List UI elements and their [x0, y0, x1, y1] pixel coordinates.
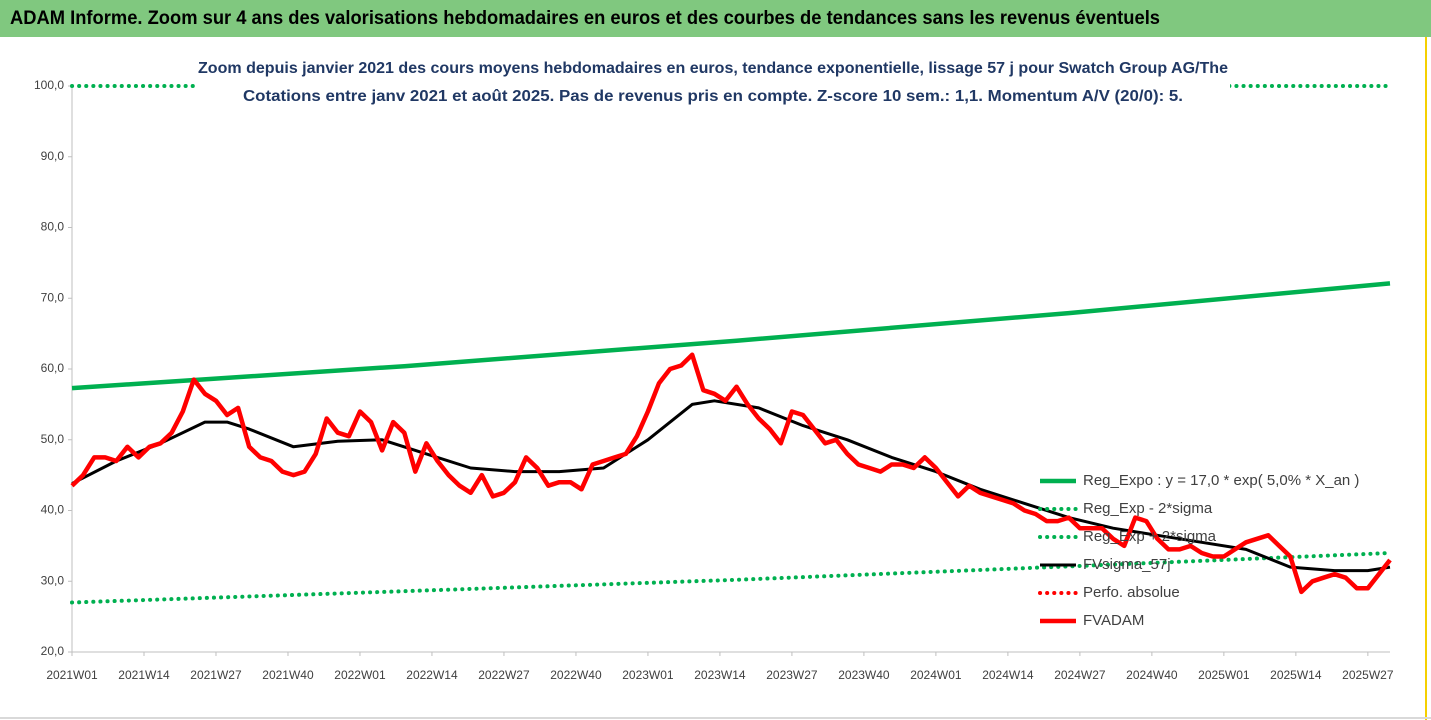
title-band: [0, 0, 1431, 37]
legend-label: FVsigma_57j: [1083, 556, 1171, 573]
y-tick-label: 80,0: [41, 220, 65, 234]
y-tick-label: 100,0: [34, 78, 64, 92]
legend-label: Perfo. absolue: [1083, 584, 1180, 601]
x-tick-label: 2025W14: [1270, 668, 1322, 682]
x-tick-label: 2025W01: [1198, 668, 1250, 682]
x-tick-label: 2022W27: [478, 668, 530, 682]
chart-title: ADAM Informe. Zoom sur 4 ans des valoris…: [10, 8, 1160, 29]
subtitle: Zoom depuis janvier 2021 des cours moyen…: [198, 60, 1228, 77]
y-tick-label: 50,0: [41, 432, 65, 446]
subtitle-box: [196, 54, 1230, 112]
x-tick-label: 2023W40: [838, 668, 890, 682]
y-tick-label: 30,0: [41, 573, 65, 587]
series-line: [71, 399, 1391, 573]
x-tick-label: 2025W27: [1342, 668, 1394, 682]
x-tick-label: 2023W14: [694, 668, 746, 682]
y-tick-label: 90,0: [41, 149, 65, 163]
x-tick-label: 2022W01: [334, 668, 386, 682]
x-tick-label: 2023W27: [766, 668, 818, 682]
y-tick-label: 60,0: [41, 361, 65, 375]
x-tick-label: 2021W27: [190, 668, 242, 682]
series-line: [71, 281, 1391, 391]
x-tick-label: 2023W01: [622, 668, 674, 682]
y-tick-label: 40,0: [41, 503, 65, 517]
x-tick-label: 2024W27: [1054, 668, 1106, 682]
x-tick-label: 2021W01: [46, 668, 98, 682]
series-line: [70, 551, 1392, 605]
x-tick-label: 2024W40: [1126, 668, 1178, 682]
x-tick-label: 2021W40: [262, 668, 314, 682]
legend-label: Reg_Exp - 2*sigma: [1083, 500, 1213, 517]
legend-label: FVADAM: [1083, 612, 1144, 629]
series-line: [70, 352, 1392, 595]
legend-label: Reg_Expo : y = 17,0 * exp( 5,0% * X_an ): [1083, 472, 1359, 489]
x-tick-label: 2021W14: [118, 668, 170, 682]
x-tick-label: 2022W14: [406, 668, 458, 682]
x-tick-label: 2024W14: [982, 668, 1034, 682]
x-tick-label: 2024W01: [910, 668, 962, 682]
legend-label: Reg_Exp + 2*sigma: [1083, 528, 1217, 545]
y-tick-label: 70,0: [41, 290, 65, 304]
y-tick-label: 20,0: [41, 644, 65, 658]
x-tick-label: 2022W40: [550, 668, 602, 682]
subtitle: Cotations entre janv 2021 et août 2025. …: [243, 88, 1183, 105]
